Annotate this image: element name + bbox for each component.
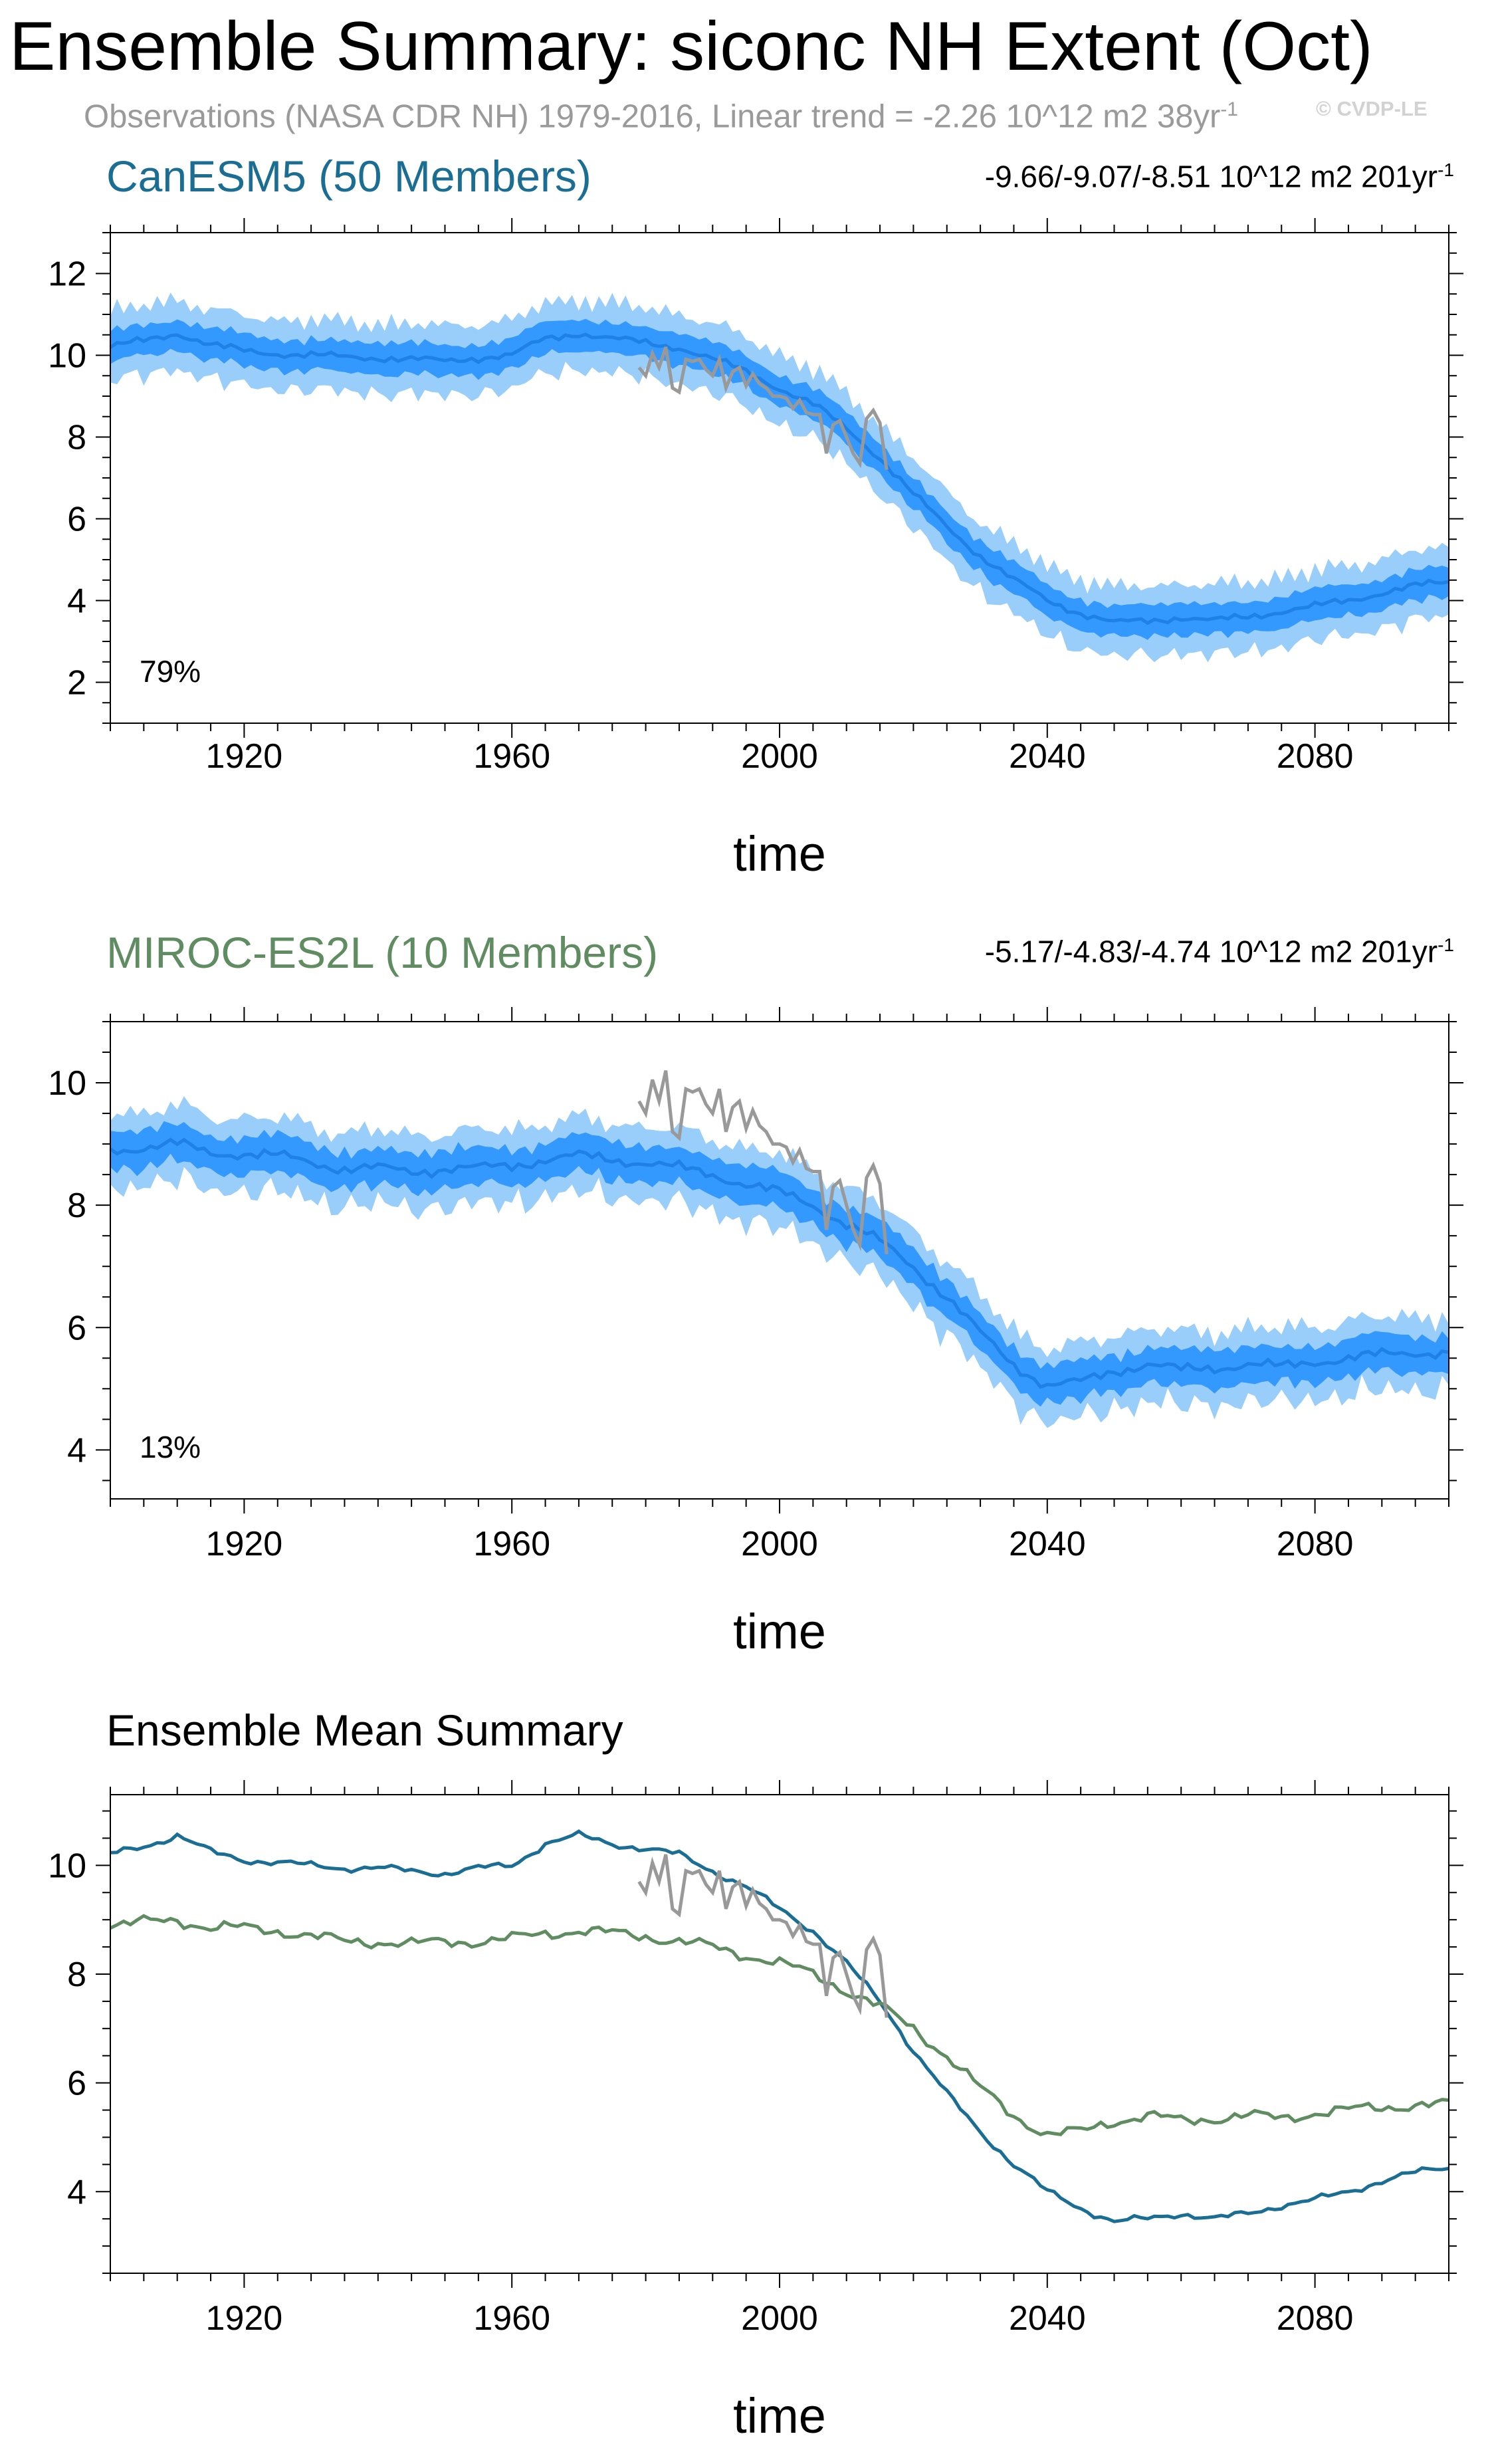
percent-label: 79% — [140, 654, 201, 689]
x-tick-label: 1920 — [206, 2299, 283, 2338]
x-tick-label: 2040 — [1009, 2299, 1086, 2338]
x-tick-label: 1920 — [206, 737, 283, 776]
x-tick-label: 2000 — [741, 2299, 818, 2338]
y-tick-label: 8 — [67, 1186, 86, 1225]
observations-text: Observations (NASA CDR NH) 1979-2016, Li… — [84, 98, 1221, 135]
chart-panel-2: 13% 1920 1960 2000 2040 2080 4 6 8 10 time — [48, 1007, 1463, 1659]
page-title: Ensemble Summary: siconc NH Extent (Oct) — [9, 8, 1373, 85]
y-tick-label: 2 — [67, 664, 86, 703]
x-tick-label: 2040 — [1009, 1525, 1086, 1563]
chart-panel-1: 79% 1920 1960 2000 2040 2080 2 4 6 8 10 12 time — [48, 218, 1463, 881]
y-tick-label: 4 — [67, 582, 86, 621]
x-axis-label: time — [733, 826, 826, 881]
series-line-miroc-es2l — [109, 1914, 1449, 2136]
observations-subtitle: Observations (NASA CDR NH) 1979-2016, Li… — [84, 100, 1238, 133]
panel2-trend: -5.17/-4.83/-4.74 10^12 m2 201yr-1 — [984, 934, 1454, 969]
x-tick-label: 2080 — [1277, 2299, 1354, 2338]
observations-sup: -1 — [1220, 98, 1238, 120]
percent-label: 13% — [140, 1430, 201, 1464]
x-tick-label: 1920 — [206, 1525, 283, 1563]
chart-panel-3: 1920 1960 2000 2040 2080 4 6 8 10 time — [48, 1780, 1463, 2443]
observations-line — [637, 346, 889, 471]
ensemble-mean-line — [109, 332, 1449, 625]
panel2-trend-text: -5.17/-4.83/-4.74 10^12 m2 201yr — [984, 934, 1438, 969]
observations-line — [637, 1070, 889, 1255]
x-tick-label: 1960 — [473, 737, 550, 776]
x-tick-label: 2000 — [741, 737, 818, 776]
x-tick-label: 2080 — [1277, 737, 1354, 776]
y-tick-label: 6 — [67, 1309, 86, 1347]
series-line-observations — [637, 1854, 889, 2018]
y-tick-label: 8 — [67, 1956, 86, 1994]
x-tick-label: 1960 — [473, 1525, 550, 1563]
panel1-title: CanESM5 (50 Members) — [106, 152, 591, 201]
panel2-title: MIROC-ES2L (10 Members) — [106, 928, 659, 977]
panel2-trend-sup: -1 — [1438, 935, 1454, 955]
plot-frame — [110, 1021, 1449, 1500]
x-tick-label: 2040 — [1009, 737, 1086, 776]
x-tick-label: 1960 — [473, 2299, 550, 2338]
y-tick-label: 10 — [48, 337, 86, 376]
series-line-canesm5 — [110, 1829, 1449, 2223]
x-axis-label: time — [733, 1604, 826, 1659]
y-tick-label: 8 — [67, 419, 86, 457]
y-tick-label: 6 — [67, 501, 86, 539]
y-tick-label: 10 — [48, 1847, 86, 1885]
panel1-trend: -9.66/-9.07/-8.51 10^12 m2 201yr-1 — [984, 159, 1454, 194]
x-tick-label: 2080 — [1277, 1525, 1354, 1563]
panel3-title: Ensemble Mean Summary — [106, 1706, 623, 1755]
y-tick-label: 12 — [48, 255, 86, 294]
plot-frame — [110, 1794, 1449, 2274]
watermark: © CVDP-LE — [1316, 97, 1428, 120]
ensemble-inner-band — [110, 1121, 1449, 1407]
ensemble-outer-band — [110, 292, 1449, 663]
y-tick-label: 4 — [67, 1431, 86, 1470]
y-tick-label: 4 — [67, 2173, 86, 2211]
x-axis-label: time — [733, 2388, 826, 2443]
panel1-trend-text: -9.66/-9.07/-8.51 10^12 m2 201yr — [984, 159, 1438, 194]
y-tick-label: 10 — [48, 1064, 86, 1103]
ensemble-mean-line — [109, 1137, 1449, 1389]
panel1-trend-sup: -1 — [1438, 160, 1454, 180]
x-tick-label: 2000 — [741, 1525, 818, 1563]
y-tick-label: 6 — [67, 2065, 86, 2103]
